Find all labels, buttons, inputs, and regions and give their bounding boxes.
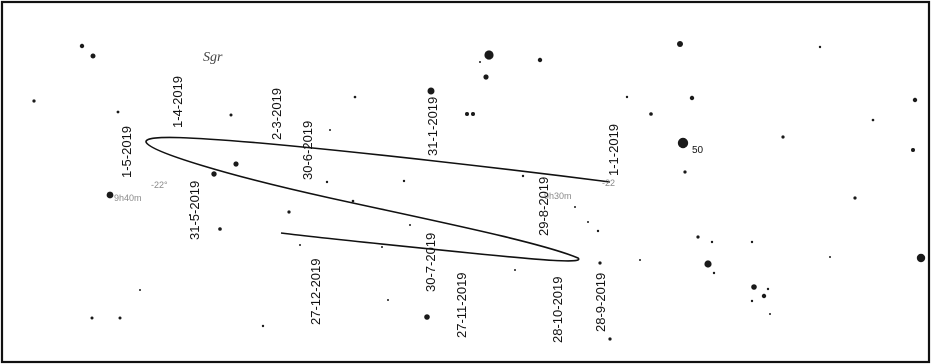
star-15 [351, 199, 355, 203]
star-21 [471, 112, 475, 116]
star-36 [683, 170, 687, 174]
star-48 [818, 45, 822, 49]
star-32 [649, 112, 653, 116]
star-0 [79, 43, 85, 49]
date-label: 27-12-2019 [308, 259, 323, 326]
date-label: 1-5-2019 [119, 126, 134, 178]
star-43 [761, 293, 767, 299]
star-41 [750, 240, 754, 244]
star-55 [139, 289, 141, 291]
star-50 [853, 196, 857, 200]
star-38 [710, 240, 714, 244]
date-label: 2-3-2019 [269, 88, 284, 140]
star-11 [261, 324, 265, 328]
star-22 [484, 50, 494, 60]
date-label: 1-1-2019 [606, 124, 621, 176]
star-7 [211, 171, 217, 177]
star-1 [90, 53, 96, 59]
star-12 [287, 210, 291, 214]
constellation-label: Sgr [203, 50, 223, 65]
star-24 [537, 57, 543, 63]
star-magnitude-label: 50 [692, 145, 704, 156]
star-16 [381, 246, 383, 248]
star-19 [427, 87, 435, 95]
star-13 [325, 180, 329, 184]
star-17 [387, 299, 389, 301]
star-26 [514, 269, 516, 271]
date-label: 28-9-2019 [593, 273, 608, 332]
date-labels: 1-1-2019 31-1-2019 2-3-2019 1-4-2019 1-5-201… [119, 76, 621, 343]
star-52 [912, 97, 918, 103]
star-25 [521, 174, 525, 178]
dec-label-left: -22° [151, 180, 168, 190]
star-4 [118, 316, 122, 320]
ra-label-9h30m: 9h30m [544, 191, 572, 201]
star-14 [353, 95, 357, 99]
star-53 [911, 148, 915, 152]
star-27 [424, 314, 430, 320]
star-20 [465, 112, 469, 116]
star-23 [483, 74, 489, 80]
star-62 [329, 129, 331, 131]
star-40 [712, 271, 716, 275]
star-44 [766, 287, 770, 291]
star-field [32, 41, 926, 341]
star-6 [106, 191, 114, 199]
date-label: 1-4-2019 [170, 76, 185, 128]
star-39 [704, 260, 712, 268]
star-34 [689, 95, 695, 101]
star-51 [871, 118, 875, 122]
star-5 [90, 316, 94, 320]
star-61 [587, 221, 589, 223]
star-33 [677, 41, 683, 47]
star-31 [625, 95, 629, 99]
star-9 [218, 227, 222, 231]
star-3 [116, 110, 120, 114]
star-37 [696, 235, 700, 239]
star-47 [781, 135, 785, 139]
star-56 [189, 214, 191, 216]
date-label: 28-10-2019 [550, 277, 565, 344]
star-63 [409, 224, 411, 226]
star-49 [829, 256, 831, 258]
star-2 [32, 99, 36, 103]
star-30 [608, 337, 612, 341]
star-42 [751, 284, 757, 290]
date-label: 30-6-2019 [300, 121, 315, 180]
star-59 [479, 61, 481, 63]
star-46 [769, 313, 771, 315]
date-label: 29-8-2019 [536, 177, 551, 236]
star-45 [750, 299, 754, 303]
star-57 [299, 244, 301, 246]
date-label: 31-1-2019 [425, 97, 440, 156]
star-8 [233, 161, 239, 167]
dec-label-right: -22 [602, 178, 615, 188]
star-18 [402, 179, 406, 183]
star-54 [916, 253, 926, 263]
star-29 [596, 229, 600, 233]
date-label: 30-7-2019 [423, 233, 438, 292]
apparent-motion-path [145, 136, 611, 262]
date-label: 27-11-2019 [454, 272, 469, 338]
date-label: 31-5-2019 [187, 181, 202, 240]
ra-label-9h40m: 9h40m [114, 193, 142, 203]
star-35 [677, 137, 689, 149]
star-58 [639, 259, 641, 261]
star-28 [598, 261, 602, 265]
star-10 [229, 113, 233, 117]
star-60 [574, 206, 576, 208]
